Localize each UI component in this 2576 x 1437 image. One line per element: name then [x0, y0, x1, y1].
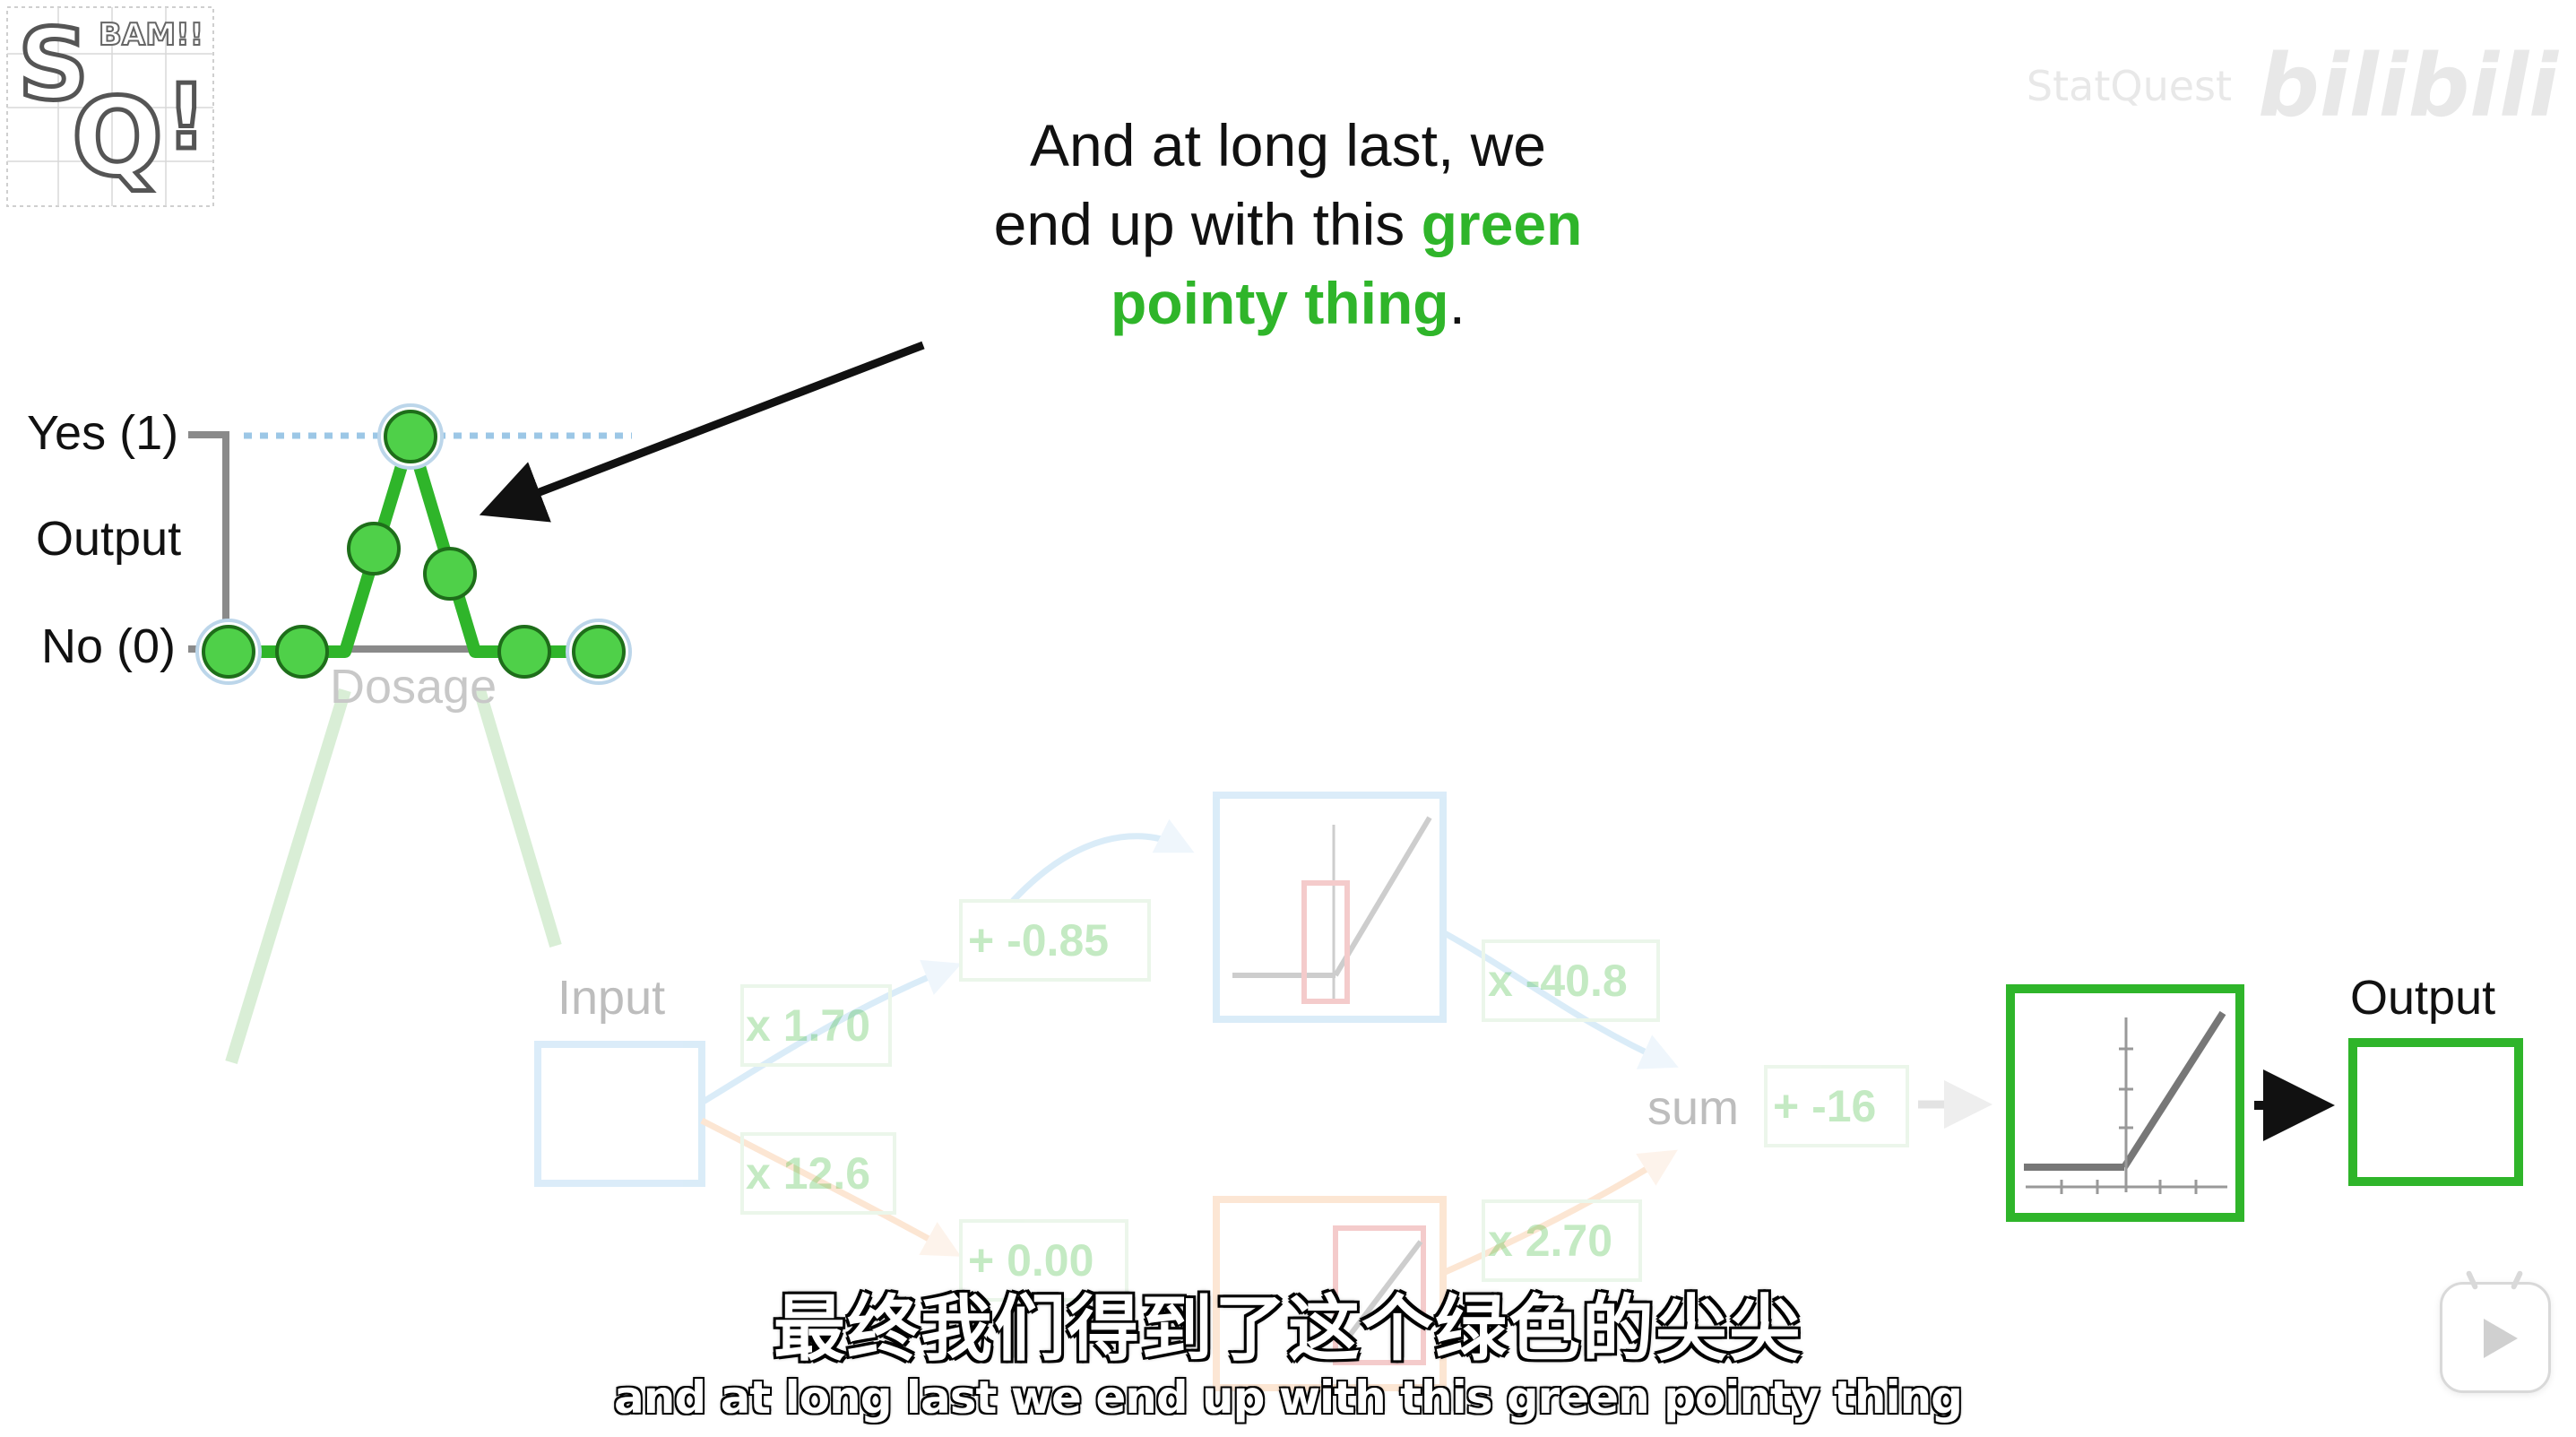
input-label: Input [558, 971, 666, 1025]
curve-point [384, 410, 437, 463]
watermark-channel: StatQuest [2026, 62, 2233, 110]
caption-line-2-green: green [1421, 191, 1583, 257]
svg-text:S: S [18, 7, 89, 122]
output-label: Output [2350, 971, 2496, 1025]
y-label-output: Output [36, 512, 182, 566]
sum-label: sum [1647, 1081, 1740, 1135]
curve-point [572, 625, 626, 679]
caption-line-3-plain: . [1448, 270, 1465, 336]
input-node [534, 1041, 705, 1187]
lower-activation-node [1213, 1196, 1447, 1391]
b1-upper-box [959, 899, 1151, 982]
caption-line-2: end up with this green [0, 185, 2576, 264]
w1-lower-label: x 12.6 [746, 1148, 871, 1199]
upper-activation-node [1213, 792, 1447, 1023]
y-label-yes: Yes (1) [27, 406, 179, 460]
w1-upper-box [740, 984, 892, 1067]
faint-trail-right [473, 688, 562, 948]
play-button[interactable] [2440, 1269, 2551, 1393]
faint-trail-left [225, 688, 351, 1065]
curve-point [497, 625, 551, 679]
svg-text:Q: Q [72, 76, 163, 201]
x-label-dosage: Dosage [330, 660, 497, 714]
subtitle-chinese: 最终我们得到了这个绿色的尖尖 [772, 1286, 1802, 1372]
b1-lower-box [959, 1219, 1128, 1302]
play-icon [2484, 1319, 2518, 1358]
final-bias-box [1764, 1065, 1909, 1147]
output-node [2348, 1038, 2523, 1186]
caption-line-3: pointy thing. [0, 264, 2576, 342]
caption-line-2-plain: end up with this [993, 191, 1422, 257]
caption-line-3-green: pointy thing [1111, 270, 1449, 336]
y-label-no: No (0) [41, 619, 177, 673]
final-bias-label: + -16 [1773, 1081, 1877, 1131]
curve-point [202, 625, 255, 679]
svg-text:!: ! [166, 65, 207, 169]
b1-upper-label: + -0.85 [968, 915, 1110, 965]
b1-lower-label: + 0.00 [968, 1235, 1094, 1286]
w2-lower-label: x 2.70 [1488, 1216, 1613, 1266]
svg-text:BAM!!: BAM!! [99, 17, 203, 53]
curve-point [423, 547, 477, 601]
curve-point [347, 522, 401, 576]
statquest-logo: S Q ! BAM!! [6, 5, 214, 207]
subtitle-english: and at long last we end up with this gre… [614, 1372, 1963, 1424]
w1-lower-box [740, 1132, 896, 1215]
w2-upper-box [1482, 939, 1660, 1022]
curve-point [275, 625, 329, 679]
neural-network [534, 792, 1993, 1391]
caption-line-1: And at long last, we [1029, 112, 1547, 178]
pointer-arrow [479, 341, 925, 523]
watermark-site: bilibili [2258, 36, 2558, 136]
w2-upper-label: x -40.8 [1488, 956, 1628, 1006]
caption: And at long last, we end up with this gr… [0, 106, 2576, 342]
w2-lower-box [1482, 1199, 1642, 1282]
final-activation-node [2006, 984, 2244, 1222]
w1-upper-label: x 1.70 [746, 1000, 871, 1051]
watermark: StatQuest bilibili [2027, 36, 2558, 136]
